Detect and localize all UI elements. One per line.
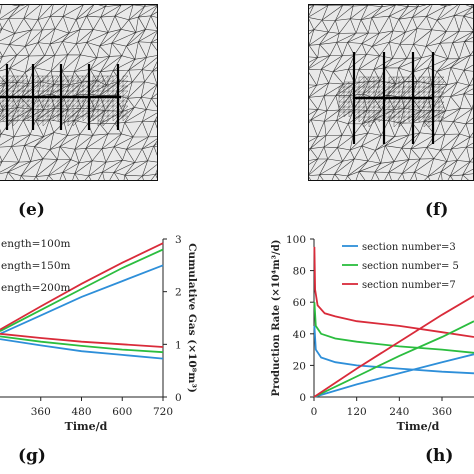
legend-entry: section number= 5 [362, 261, 459, 272]
mesh-coarse [309, 5, 473, 180]
legend-entry: ength=150m [1, 260, 71, 272]
y-tick-label: 20 [293, 360, 306, 372]
legend-entry: ength=100m [1, 238, 71, 250]
x-tick-label: 360 [432, 406, 452, 418]
x-tick-label: 360 [31, 406, 51, 418]
y-tick-label: 80 [293, 266, 306, 278]
mesh-triangles [309, 5, 473, 180]
x-tick-label: 240 [389, 406, 409, 418]
x-tick-label: 720 [153, 406, 173, 418]
chart-h: 0 120 240 360 0 20 40 60 80 100 Time/d Production R… [271, 234, 474, 433]
x-tick-label: 0 [311, 406, 318, 418]
mesh-e-svg [0, 5, 157, 180]
series-line [0, 248, 164, 332]
y-tick-label: 0 [299, 392, 306, 404]
series-line [0, 242, 164, 331]
series-line [0, 335, 164, 354]
y-tick-label: 100 [286, 234, 306, 246]
panel-label-e: (e) [18, 200, 45, 220]
panel-label-h: (h) [425, 446, 454, 466]
x-tick-label: 600 [112, 406, 132, 418]
panel-label-g: (g) [18, 446, 46, 466]
panel-label-f: (f) [425, 200, 449, 220]
series-line [313, 325, 474, 375]
series-line [0, 338, 164, 360]
mesh-panel-f [308, 4, 474, 181]
y-tick-label: 60 [293, 297, 306, 309]
mesh-triangles [0, 5, 157, 180]
series-line [0, 264, 164, 335]
y-tick-label-right: 1 [175, 339, 182, 351]
legend-entry: ength=200m [1, 282, 71, 294]
mesh-coarse [0, 5, 157, 180]
y-tick-label-right: 2 [175, 287, 182, 299]
y-axis-label-right: Cumulative Gas (×10⁸m³) [186, 243, 198, 393]
y-tick-label-right: 0 [175, 392, 182, 404]
mesh-refined [0, 75, 129, 127]
y-axis-label: Production Rate (×10⁴m³/d) [271, 240, 282, 397]
mesh-panel-e [0, 4, 158, 181]
series-line [313, 302, 474, 354]
legend-entry: section number=7 [362, 280, 456, 291]
series-line [313, 246, 474, 338]
x-tick-label: 120 [347, 406, 367, 418]
x-axis-label: Time/d [397, 420, 440, 433]
x-tick-label: 480 [71, 406, 91, 418]
mesh-f-svg [309, 5, 473, 180]
series-line [313, 295, 474, 398]
x-axis-label: Time/d [65, 420, 108, 433]
series-line [313, 353, 474, 398]
y-tick-label: 40 [293, 329, 306, 341]
y-tick-label-right: 3 [175, 234, 182, 246]
mesh-refined [338, 76, 445, 128]
series-line [313, 320, 474, 398]
series-line [0, 332, 164, 348]
legend-entry: section number=3 [362, 242, 456, 253]
